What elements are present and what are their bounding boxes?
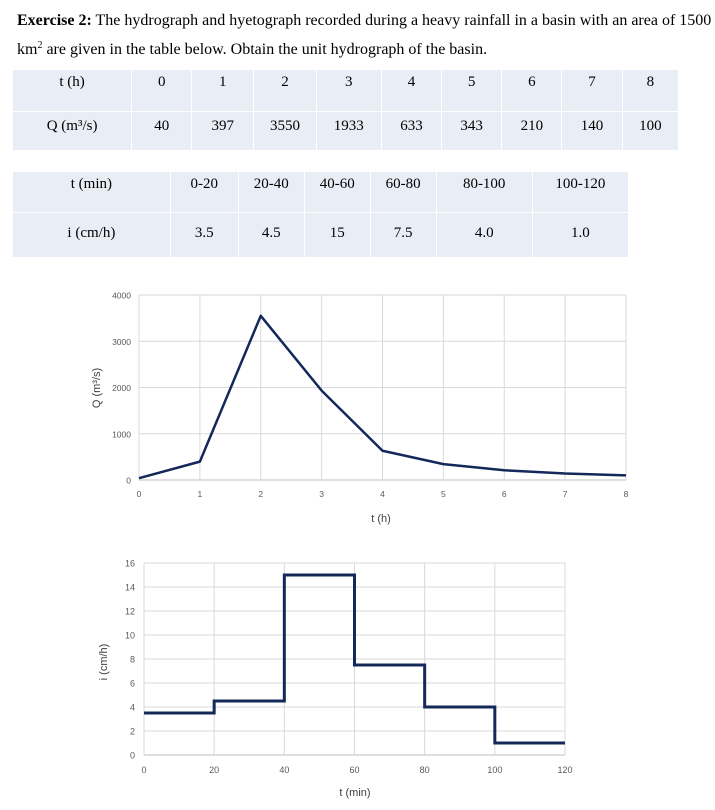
problem-statement: Exercise 2: The hydrograph and hyetograp… bbox=[17, 6, 715, 64]
table-cell: 0-20 bbox=[170, 172, 239, 213]
table-cell: 40-60 bbox=[304, 172, 371, 213]
table-cell: 4 bbox=[381, 70, 443, 112]
table-cell: 210 bbox=[501, 111, 563, 151]
table-cell: 4.0 bbox=[436, 212, 533, 258]
x-tick-label: 120 bbox=[557, 765, 572, 775]
hyetograph-step-line bbox=[144, 573, 565, 745]
row-header-i: i (cm/h) bbox=[13, 212, 171, 258]
y-tick-label: 10 bbox=[125, 631, 135, 641]
table-row-q: Q (m³/s) 40 397 3550 1933 633 343 210 14… bbox=[13, 111, 678, 151]
x-tick-label: 5 bbox=[441, 489, 446, 499]
table-cell: 100 bbox=[622, 111, 678, 151]
row-header-t: t (min) bbox=[13, 172, 171, 213]
y-tick-label: 2 bbox=[130, 727, 135, 737]
table-cell: 633 bbox=[381, 111, 443, 151]
chart-grid bbox=[138, 294, 627, 481]
hydrograph-table: t (h) 0 1 2 3 4 5 6 7 8 Q (m³/s) 40 397 … bbox=[13, 70, 678, 151]
y-tick-label: 4 bbox=[130, 703, 135, 713]
superscript: 2 bbox=[37, 40, 43, 51]
table-cell: 8 bbox=[622, 70, 678, 112]
x-tick-label: 3 bbox=[319, 489, 324, 499]
table-cell: 1 bbox=[191, 70, 255, 112]
y-axis-label: i (cm/h) bbox=[98, 644, 110, 681]
x-tick-label: 40 bbox=[279, 765, 289, 775]
y-tick-label: 12 bbox=[125, 607, 135, 617]
table-cell: 80-100 bbox=[436, 172, 533, 213]
x-axis-ticks: 0 1 2 3 4 5 6 7 8 bbox=[137, 489, 629, 499]
table-cell: 15 bbox=[304, 212, 371, 258]
row-header-q: Q (m³/s) bbox=[13, 111, 133, 151]
problem-text-2: are given in the table below. Obtain the… bbox=[42, 41, 488, 58]
table-cell: 60-80 bbox=[370, 172, 437, 213]
table-cell: 397 bbox=[191, 111, 255, 151]
table-cell: 40 bbox=[131, 111, 193, 151]
table-row-t: t (h) 0 1 2 3 4 5 6 7 8 bbox=[13, 70, 678, 112]
y-tick-label: 6 bbox=[130, 679, 135, 689]
hyetograph-chart: 0 2 4 6 8 10 12 14 16 0 20 40 60 80 100 120 i (cm/h) t… bbox=[98, 559, 573, 800]
x-tick-label: 0 bbox=[137, 489, 142, 499]
y-tick-label: 2000 bbox=[112, 383, 131, 393]
y-tick-label: 0 bbox=[126, 476, 131, 486]
y-tick-label: 1000 bbox=[112, 429, 131, 439]
x-tick-label: 0 bbox=[141, 765, 146, 775]
table-cell: 3 bbox=[316, 70, 382, 112]
hyetograph-table: t (min) 0-20 20-40 40-60 60-80 80-100 10… bbox=[13, 172, 628, 258]
table-cell: 7.5 bbox=[370, 212, 437, 258]
y-axis-label: Q (m³/s) bbox=[91, 368, 103, 408]
x-tick-label: 2 bbox=[258, 489, 263, 499]
table-cell: 4.5 bbox=[238, 212, 305, 258]
table-cell: 0 bbox=[131, 70, 193, 112]
table-cell: 1933 bbox=[316, 111, 382, 151]
y-tick-label: 3000 bbox=[112, 337, 131, 347]
table-cell: 5 bbox=[441, 70, 503, 112]
x-tick-label: 1 bbox=[198, 489, 203, 499]
x-axis-label: t (h) bbox=[371, 513, 391, 525]
x-axis-ticks: 0 20 40 60 80 100 120 bbox=[141, 765, 572, 775]
x-tick-label: 7 bbox=[563, 489, 568, 499]
y-axis-ticks: 0 1000 2000 3000 4000 bbox=[112, 291, 131, 486]
exercise-label: Exercise 2: bbox=[17, 12, 92, 29]
table-cell: 343 bbox=[441, 111, 503, 151]
table-cell: 3.5 bbox=[170, 212, 239, 258]
table-cell: 7 bbox=[561, 70, 623, 112]
x-tick-label: 80 bbox=[420, 765, 430, 775]
table-cell: 6 bbox=[501, 70, 563, 112]
y-tick-label: 14 bbox=[125, 583, 135, 593]
table-row-t: t (min) 0-20 20-40 40-60 60-80 80-100 10… bbox=[13, 172, 628, 213]
table-cell: 100-120 bbox=[532, 172, 628, 213]
y-axis-ticks: 0 2 4 6 8 10 12 14 16 bbox=[125, 559, 135, 761]
x-tick-label: 60 bbox=[349, 765, 359, 775]
y-tick-label: 16 bbox=[125, 559, 135, 569]
row-header-t: t (h) bbox=[13, 70, 133, 112]
x-tick-label: 6 bbox=[502, 489, 507, 499]
table-cell: 2 bbox=[253, 70, 317, 112]
x-tick-label: 4 bbox=[380, 489, 385, 499]
table-cell: 140 bbox=[561, 111, 623, 151]
table-row-i: i (cm/h) 3.5 4.5 15 7.5 4.0 1.0 bbox=[13, 212, 628, 258]
table-cell: 20-40 bbox=[238, 172, 305, 213]
y-tick-label: 8 bbox=[130, 655, 135, 665]
hydrograph-chart: 0 1000 2000 3000 4000 0 1 2 3 4 5 6 7 8 Q (m³/s) t (… bbox=[91, 291, 629, 526]
x-axis-label: t (min) bbox=[339, 787, 370, 799]
y-tick-label: 4000 bbox=[112, 291, 131, 301]
x-tick-label: 8 bbox=[624, 489, 629, 499]
problem-text-1: The hydrograph and hyetograph recorded d… bbox=[17, 12, 712, 58]
y-tick-label: 0 bbox=[130, 751, 135, 761]
x-tick-label: 20 bbox=[209, 765, 219, 775]
table-cell: 1.0 bbox=[532, 212, 628, 258]
table-cell: 3550 bbox=[253, 111, 317, 151]
hydrograph-line bbox=[138, 314, 627, 480]
x-tick-label: 100 bbox=[487, 765, 502, 775]
